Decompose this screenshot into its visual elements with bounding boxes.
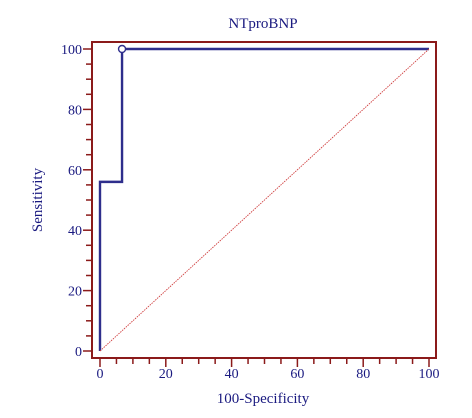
x-tick-label: 20 — [159, 367, 173, 382]
x-tick-label: 60 — [290, 367, 304, 382]
reference-diagonal-line — [99, 48, 430, 352]
plot-area: 0 20 40 60 80 100 0 20 40 60 80 100 — [61, 41, 440, 382]
y-tick-label: 0 — [75, 345, 82, 360]
x-tick-label: 40 — [225, 367, 239, 382]
y-tick-label: 60 — [68, 164, 82, 179]
y-axis-label: Sensitivity — [30, 167, 46, 232]
roc-curve-line — [98, 47, 429, 351]
y-tick-label: 40 — [68, 224, 82, 239]
chart-title: NTproBNP — [228, 16, 297, 32]
optimal-cutoff-marker — [117, 44, 127, 54]
x-tick-label: 80 — [356, 367, 370, 382]
y-tick-label: 80 — [68, 103, 82, 118]
x-tick-label: 0 — [97, 367, 104, 382]
y-tick-label: 100 — [61, 43, 82, 58]
x-axis-label: 100-Specificity — [217, 391, 310, 407]
y-tick-label: 20 — [68, 285, 82, 300]
x-tick-label: 100 — [419, 367, 440, 382]
